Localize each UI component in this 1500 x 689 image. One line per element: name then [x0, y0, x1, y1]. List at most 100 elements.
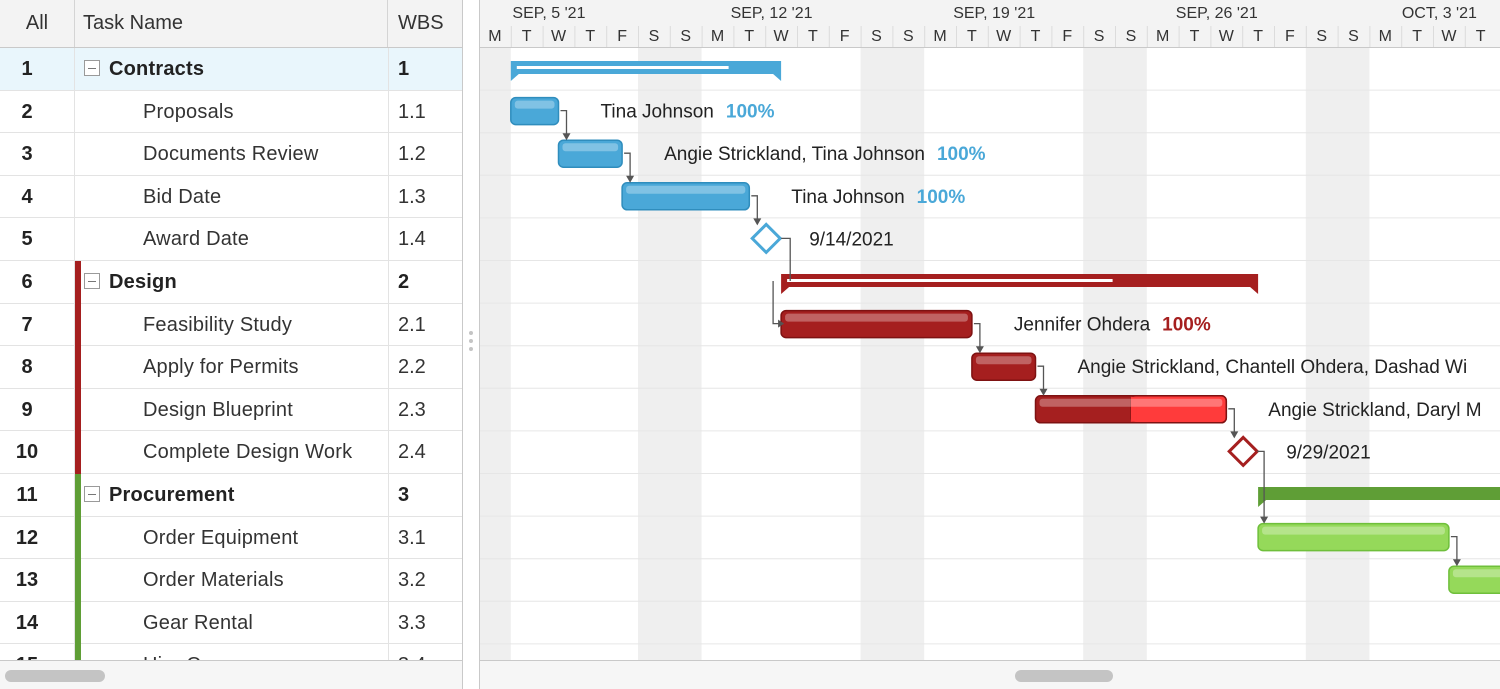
- task-name[interactable]: Bid Date: [143, 185, 222, 208]
- day-label: S: [1094, 28, 1105, 45]
- column-header-wbs[interactable]: WBS: [398, 12, 444, 34]
- task-name[interactable]: Order Materials: [143, 569, 284, 592]
- summary-bar[interactable]: [1258, 487, 1500, 507]
- wbs-value: 3.3: [398, 611, 426, 634]
- table-row[interactable]: 7 Feasibility Study 2.1: [0, 303, 462, 347]
- task-percent-label: 100%: [937, 144, 986, 165]
- day-label: F: [1062, 28, 1072, 45]
- wbs-value: 1: [398, 58, 410, 80]
- collapse-toggle-icon[interactable]: [84, 273, 100, 289]
- task-name[interactable]: Gear Rental: [143, 611, 254, 634]
- table-row[interactable]: 6 Design 2: [0, 261, 462, 304]
- day-label: S: [1348, 28, 1359, 45]
- row-number: 7: [21, 313, 33, 336]
- column-divider: [388, 90, 389, 134]
- collapse-toggle-icon[interactable]: [84, 486, 100, 502]
- task-name[interactable]: Award Date: [143, 228, 250, 251]
- day-label: T: [744, 28, 754, 45]
- table-row[interactable]: 3 Documents Review 1.2: [0, 133, 462, 176]
- task-percent-label: 100%: [726, 102, 775, 123]
- milestone-diamond-icon[interactable]: [750, 222, 783, 255]
- table-row[interactable]: 8 Apply for Permits 2.2: [0, 346, 462, 389]
- task-name[interactable]: Feasibility Study: [143, 313, 293, 336]
- group-name[interactable]: Procurement: [109, 484, 235, 506]
- task-name[interactable]: Apply for Permits: [143, 356, 299, 379]
- task-bar[interactable]: [621, 182, 751, 211]
- table-row[interactable]: 11 Procurement 3: [0, 474, 462, 517]
- table-row[interactable]: 12 Order Equipment 3.1: [0, 516, 462, 560]
- task-bar[interactable]: [510, 96, 560, 126]
- pane-splitter[interactable]: [463, 0, 480, 689]
- wbs-value: 3.1: [398, 526, 426, 549]
- group-name[interactable]: Design: [109, 271, 177, 293]
- task-assignee-label: Angie Strickland, Tina Johnson: [664, 144, 925, 165]
- table-row[interactable]: 10 Complete Design Work 2.4: [0, 431, 462, 474]
- wbs-value: 2.4: [398, 441, 426, 464]
- table-row[interactable]: 1 Contracts 1: [0, 48, 462, 91]
- day-label: T: [522, 28, 532, 45]
- column-divider: [388, 303, 389, 347]
- task-name[interactable]: Design Blueprint: [143, 398, 293, 421]
- day-label: T: [1412, 28, 1422, 45]
- task-assignee-label: Angie Strickland, Chantell Ohdera, Dasha…: [1078, 357, 1468, 378]
- task-bar[interactable]: [557, 139, 623, 168]
- column-divider: [74, 388, 75, 432]
- day-label: M: [1156, 28, 1169, 45]
- row-number: 10: [15, 441, 39, 464]
- row-number: 2: [21, 100, 33, 123]
- week-label: SEP, 26 '21: [1176, 5, 1258, 22]
- gantt-scrollbar-thumb[interactable]: [1015, 670, 1113, 682]
- dependency-arrowhead-icon: [562, 133, 571, 141]
- wbs-value: 2.1: [398, 313, 426, 336]
- table-row[interactable]: 13 Order Materials 3.2: [0, 559, 462, 602]
- gantt-horizontal-scrollbar[interactable]: [480, 660, 1500, 689]
- group-color-indicator: [75, 516, 81, 560]
- table-row[interactable]: 2 Proposals 1.1: [0, 90, 462, 134]
- task-bar-highlight: [1452, 569, 1500, 578]
- task-bar[interactable]: [1448, 565, 1500, 594]
- dependency-arrowhead-icon: [753, 218, 762, 226]
- table-row[interactable]: 9 Design Blueprint 2.3: [0, 388, 462, 432]
- task-name[interactable]: Order Equipment: [143, 526, 299, 549]
- week-label: SEP, 19 '21: [953, 5, 1035, 22]
- column-divider: [388, 559, 389, 602]
- day-label: W: [1441, 28, 1457, 45]
- group-color-indicator: [75, 261, 81, 304]
- task-name[interactable]: Complete Design Work: [143, 441, 353, 464]
- task-grid: All Task Name WBS 1 Contracts 1 2 Proposals 1…: [0, 0, 463, 689]
- group-name[interactable]: Contracts: [109, 58, 205, 80]
- group-color-indicator: [75, 346, 81, 389]
- task-name[interactable]: Proposals: [143, 100, 234, 123]
- grid-scrollbar-thumb[interactable]: [5, 670, 105, 682]
- table-row[interactable]: 14 Gear Rental 3.3: [0, 601, 462, 645]
- column-header-task-name[interactable]: Task Name: [74, 0, 388, 47]
- dependency-connector: [560, 109, 568, 135]
- grid-horizontal-scrollbar[interactable]: [0, 660, 462, 689]
- day-label: S: [1126, 28, 1137, 45]
- row-number: 5: [21, 228, 33, 251]
- table-row[interactable]: 5 Award Date 1.4: [0, 218, 462, 261]
- grid-header: All Task Name WBS: [0, 0, 462, 48]
- wbs-value: 2.3: [398, 398, 426, 421]
- week-label: SEP, 5 '21: [512, 5, 585, 22]
- task-bar[interactable]: [971, 352, 1037, 381]
- column-header-all[interactable]: All: [0, 0, 75, 47]
- dependency-arrowhead-icon: [1230, 431, 1239, 439]
- day-label: T: [1253, 28, 1263, 45]
- summary-bar[interactable]: [781, 274, 1259, 294]
- collapse-toggle-icon[interactable]: [84, 60, 100, 76]
- splitter-grip-dot: [469, 347, 473, 351]
- column-divider: [388, 474, 389, 517]
- dependency-connector: [1450, 535, 1458, 561]
- weekend-shade: [638, 47, 702, 660]
- day-label: S: [1316, 28, 1327, 45]
- milestone-diamond-icon[interactable]: [1227, 435, 1260, 468]
- wbs-value: 3: [398, 484, 410, 506]
- dependency-arrowhead-icon: [778, 319, 785, 328]
- column-divider: [74, 90, 75, 134]
- column-divider: [74, 218, 75, 261]
- task-assignee-label: Tina Johnson: [601, 102, 714, 123]
- task-bar[interactable]: [1257, 522, 1450, 552]
- table-row[interactable]: 4 Bid Date 1.3: [0, 175, 462, 219]
- task-name[interactable]: Documents Review: [143, 143, 319, 166]
